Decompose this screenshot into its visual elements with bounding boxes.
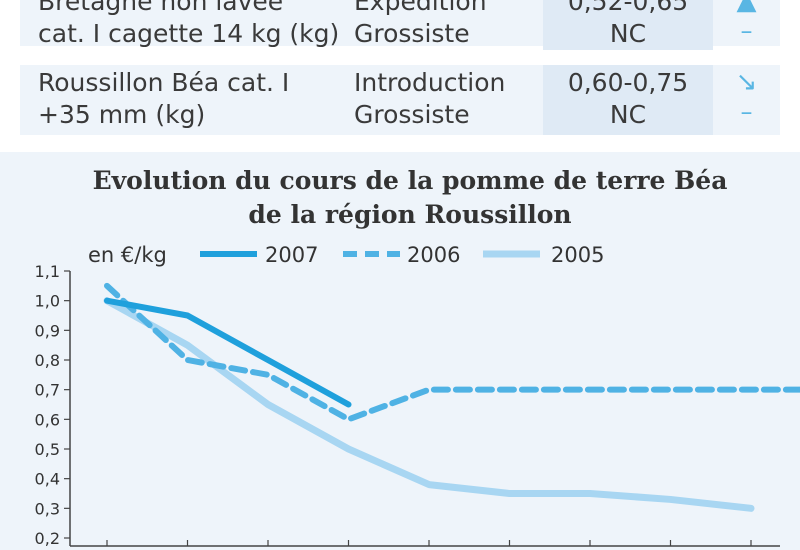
- y-tick-label: 0,2: [35, 529, 60, 548]
- chart-title: Evolution du cours de la pomme de terre …: [0, 164, 800, 232]
- stage-line: Expédition: [354, 0, 487, 16]
- y-tick-label: 1,0: [35, 292, 60, 311]
- price-cell: 0,60-0,75 NC: [543, 65, 713, 135]
- stage-line: Introduction: [354, 68, 506, 97]
- trend-cell: ▲ –: [713, 0, 780, 50]
- stage-cell: Expédition Grossiste: [348, 0, 543, 50]
- dash-icon: –: [740, 17, 753, 45]
- unit-label: en €/kg: [88, 243, 167, 267]
- y-tick-label: 1,1: [35, 262, 60, 281]
- price-cell: 0,52-0,65 NC: [543, 0, 713, 50]
- trend-cell: ↘ –: [713, 65, 780, 135]
- price-line: NC: [609, 100, 647, 129]
- stage-line: Grossiste: [354, 19, 470, 48]
- table-row: Roussillon Béa cat. I +35 mm (kg) Introd…: [20, 65, 780, 135]
- product-line: Bretagne non lavée: [38, 0, 284, 16]
- y-tick-label: 0,5: [35, 440, 60, 459]
- chart-panel: [0, 152, 800, 550]
- legend-label: 2007: [265, 243, 318, 267]
- y-tick-label: 0,8: [35, 351, 60, 370]
- y-tick-label: 0,6: [35, 410, 60, 429]
- dash-icon: –: [740, 98, 753, 126]
- y-tick-label: 0,7: [35, 381, 60, 400]
- y-tick-label: 0,9: [35, 321, 60, 340]
- series-line-2007: [104, 297, 352, 408]
- legend-label: 2005: [551, 243, 604, 267]
- table-row: Bretagne non lavée cat. I cagette 14 kg …: [20, 0, 780, 50]
- product-line: +35 mm (kg): [38, 100, 206, 129]
- y-tick-label: 0,3: [35, 499, 60, 518]
- price-line: 0,60-0,75: [567, 68, 689, 97]
- up-arrow-icon: ▲: [736, 0, 757, 16]
- chart-title-line: Evolution du cours de la pomme de terre …: [92, 166, 728, 195]
- product-line: Roussillon Béa cat. I: [38, 68, 290, 97]
- product-cell: Bretagne non lavée cat. I cagette 14 kg …: [20, 0, 348, 50]
- product-line: cat. I cagette 14 kg (kg): [38, 19, 340, 48]
- legend-label: 2006: [407, 243, 460, 267]
- series-line-2006: [104, 282, 800, 423]
- chart-title-line: de la région Roussillon: [248, 200, 572, 229]
- stage-cell: Introduction Grossiste: [348, 65, 543, 135]
- series-line-2005: [103, 297, 755, 512]
- price-line: NC: [609, 19, 647, 48]
- stage-line: Grossiste: [354, 100, 470, 129]
- price-line: 0,52-0,65: [567, 0, 689, 16]
- price-table: Bretagne non lavée cat. I cagette 14 kg …: [0, 0, 800, 140]
- y-tick-label: 0,4: [35, 470, 60, 489]
- down-arrow-icon: ↘: [735, 67, 758, 97]
- product-cell: Roussillon Béa cat. I +35 mm (kg): [20, 65, 348, 135]
